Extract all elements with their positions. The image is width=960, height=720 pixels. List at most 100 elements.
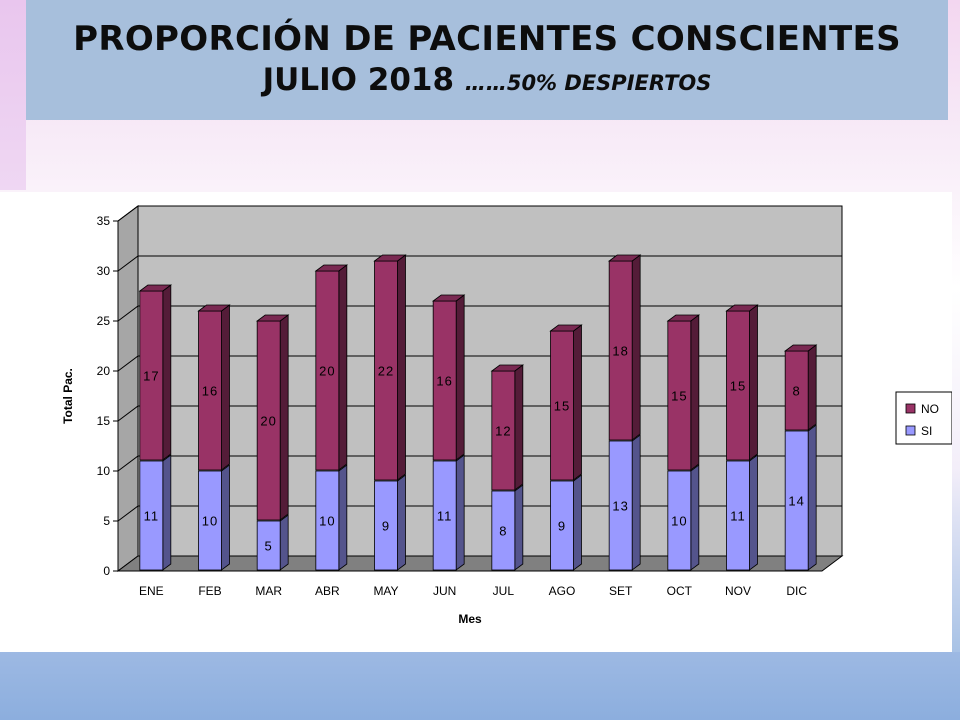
bar-segment-si-side [631, 434, 641, 571]
x-tick-label: JUL [493, 584, 515, 598]
data-label: 13 [612, 499, 628, 514]
data-label: 17 [143, 369, 159, 384]
bar-segment-si [198, 470, 222, 571]
bar-segment-no-top [666, 314, 701, 322]
bar-segment-no-top [255, 314, 290, 322]
bar-segment-no-top [607, 254, 642, 262]
x-tick-label: MAR [255, 584, 282, 598]
data-label: 11 [730, 509, 746, 524]
data-label: 10 [671, 514, 687, 529]
slide-title-sub: ……50% DESPIERTOS [464, 70, 712, 95]
bar-segment-si-side [573, 474, 582, 571]
slide-title-line2: JULIO 2018 ……50% DESPIERTOS [263, 60, 712, 103]
bar-segment-si-side [749, 454, 758, 571]
bar-segment-si [256, 520, 281, 571]
bar-segment-no-side [162, 284, 172, 461]
bar-segment-si-side [279, 514, 289, 571]
bar-segment-no-side [631, 254, 641, 441]
gridline [117, 405, 842, 422]
x-tick-label: MAY [373, 584, 398, 598]
data-label: 12 [495, 424, 511, 439]
bar-segment-no-side [455, 294, 465, 461]
bar-segment-si-side [807, 424, 817, 571]
legend-label-no: NO [921, 402, 939, 416]
x-tick-label: DIC [786, 584, 807, 598]
gridline [117, 355, 842, 372]
y-tick-label: 5 [103, 514, 110, 528]
data-label: 16 [202, 384, 218, 399]
y-tick-label: 20 [97, 364, 111, 378]
y-tick-label: 10 [97, 464, 111, 478]
chart-legend: NO SI [895, 391, 953, 445]
gridline [117, 205, 842, 222]
footer-band [0, 652, 960, 720]
bar-segment-si [139, 460, 164, 571]
gridline [117, 305, 842, 322]
gridline [117, 455, 842, 472]
data-label: 16 [436, 374, 452, 389]
bar-segment-si [726, 460, 750, 571]
plot-side-wall [117, 205, 139, 572]
bar-segment-no-side [397, 254, 406, 481]
x-axis-label: Mes [458, 612, 482, 626]
y-tick-label: 30 [97, 264, 111, 278]
x-tick-label: AGO [549, 584, 576, 598]
y-tick-label: 15 [97, 414, 111, 428]
gridline [117, 255, 842, 272]
data-label: 11 [144, 509, 160, 524]
x-tick-label: JUN [433, 584, 456, 598]
x-tick-label: NOV [725, 584, 751, 598]
plot-back-wall [137, 205, 843, 557]
data-label: 15 [671, 389, 687, 404]
bar-segment-no-side [690, 314, 700, 471]
y-tick-label: 0 [103, 564, 110, 578]
x-tick-label: SET [609, 584, 633, 598]
data-label: 8 [793, 384, 801, 399]
data-label: 5 [265, 539, 273, 554]
bar-segment-no-side [221, 304, 230, 471]
plot-floor [116, 555, 844, 572]
bar-segment-no-top [549, 324, 583, 332]
bar-segment-no-top [138, 284, 173, 292]
data-label: 18 [612, 344, 628, 359]
bar-segment-no-top [431, 294, 466, 302]
bar-segment-si-side [162, 454, 172, 571]
data-label: 8 [499, 524, 507, 539]
x-tick-label: ENE [139, 584, 164, 598]
y-axis-label: Total Pac. [61, 368, 75, 424]
bar-segment-si-side [397, 474, 406, 571]
data-label: 9 [558, 519, 566, 534]
data-label: 20 [260, 414, 276, 429]
data-label: 10 [319, 514, 335, 529]
data-label: 10 [202, 514, 218, 529]
bar-segment-si-side [338, 464, 348, 571]
bar-segment-no-top [783, 344, 818, 352]
data-label: 11 [437, 509, 453, 524]
background-band [0, 0, 26, 190]
bar-segment-si [608, 440, 633, 571]
y-tick-label: 25 [97, 314, 111, 328]
bar-segment-no-side [749, 304, 758, 461]
bar-segment-si [491, 490, 516, 571]
stacked-bar-chart: 11 17 10 16 5 20 10 20 9 22 11 16 8 12 9 15 13 18 10 15 11 15… [61, 205, 953, 626]
bar-segment-no-top [197, 304, 231, 312]
x-tick-label: OCT [667, 584, 693, 598]
slide-title-main: JULIO 2018 [262, 61, 465, 98]
bar-segment-si [667, 470, 692, 571]
data-label: 9 [382, 519, 390, 534]
bar-segment-no-top [490, 364, 525, 372]
bar-segment-no-side [573, 324, 582, 481]
data-label: 22 [378, 364, 394, 379]
legend-swatch-no [905, 403, 916, 414]
bar-segment-si-side [690, 464, 700, 571]
bar-segment-si [374, 480, 398, 571]
bar-segment-si-side [221, 464, 230, 571]
data-label: 15 [554, 399, 570, 414]
chart-panel: 11 17 10 16 5 20 10 20 9 22 11 16 8 12 9 15 13 18 10 15 11 15… [0, 192, 953, 652]
bar-segment-si [550, 480, 574, 571]
slide-title-box: PROPORCIÓN DE PACIENTES CONSCIENTES JULI… [26, 0, 948, 120]
bar-segment-no-side [807, 344, 817, 431]
bar-segment-no-top [725, 304, 759, 312]
data-label: 14 [788, 494, 804, 509]
bar-segment-si-side [455, 454, 465, 571]
